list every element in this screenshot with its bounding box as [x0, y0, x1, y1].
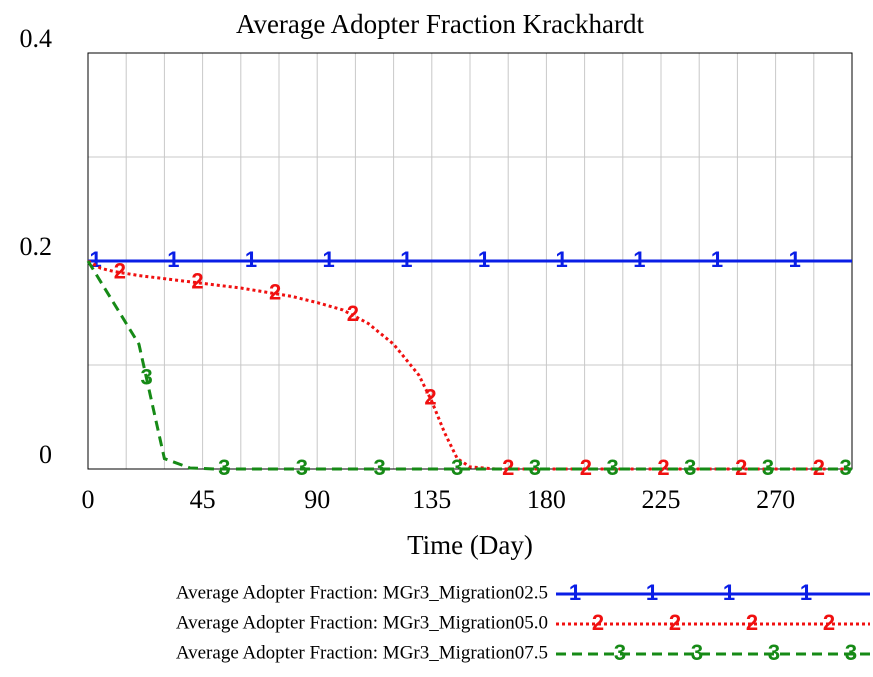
series-marker: 2: [114, 258, 126, 283]
series-marker: 3: [140, 364, 152, 389]
series-marker: 3: [840, 455, 852, 480]
chart-title: Average Adopter Fraction Krackhardt: [236, 9, 645, 39]
series-marker: 2: [813, 455, 825, 480]
x-tick-label: 45: [190, 485, 216, 514]
series-marker: 1: [633, 247, 645, 272]
y-tick-label: 0.2: [20, 232, 53, 261]
series-line: [87, 259, 852, 471]
series-marker: 2: [269, 279, 281, 304]
legend-marker: 2: [746, 610, 758, 635]
series-marker: 3: [684, 455, 696, 480]
series-marker: 1: [556, 247, 568, 272]
series-marker: 3: [218, 455, 230, 480]
series-marker: 2: [580, 455, 592, 480]
series-marker: 1: [478, 247, 490, 272]
legend-marker: 1: [569, 580, 581, 605]
series-marker: 1: [789, 247, 801, 272]
series-marker: 3: [373, 455, 385, 480]
series-marker: 2: [657, 455, 669, 480]
legend-marker: 2: [592, 610, 604, 635]
x-tick-label: 135: [412, 485, 451, 514]
legend-marker: 2: [669, 610, 681, 635]
series-marker: 3: [606, 455, 618, 480]
x-tick-label: 90: [304, 485, 330, 514]
x-tick-label: 0: [82, 485, 95, 514]
legend-marker: 1: [646, 580, 658, 605]
y-tick-label: 0.4: [20, 24, 53, 53]
legend-marker: 3: [768, 640, 780, 665]
series-marker: 1: [400, 247, 412, 272]
legend-marker: 1: [800, 580, 812, 605]
series-marker: 3: [529, 455, 541, 480]
series-marker: 1: [245, 247, 257, 272]
series-marker: 3: [762, 455, 774, 480]
series-line: [86, 260, 852, 471]
series-marker: 2: [424, 385, 436, 410]
legend-marker: 1: [723, 580, 735, 605]
series-marker: 2: [502, 455, 514, 480]
x-tick-label: 270: [756, 485, 795, 514]
x-tick-label: 180: [527, 485, 566, 514]
series-marker: 3: [451, 455, 463, 480]
x-axis-label: Time (Day): [407, 530, 533, 560]
series-marker: 1: [711, 247, 723, 272]
series-marker: 1: [167, 247, 179, 272]
legend-marker: 2: [823, 610, 835, 635]
legend-marker: 3: [845, 640, 857, 665]
legend-marker: 3: [614, 640, 626, 665]
legend-label: Average Adopter Fraction: MGr3_Migration…: [176, 582, 548, 603]
series-marker: 2: [347, 301, 359, 326]
legend-label: Average Adopter Fraction: MGr3_Migration…: [176, 642, 548, 663]
series-marker: 3: [296, 455, 308, 480]
legend-marker: 3: [691, 640, 703, 665]
series-marker: 1: [323, 247, 335, 272]
series-marker: 2: [735, 455, 747, 480]
series-marker: 1: [90, 247, 102, 272]
y-tick-label: 0: [39, 440, 52, 469]
legend-label: Average Adopter Fraction: MGr3_Migration…: [176, 612, 548, 633]
x-tick-label: 225: [642, 485, 681, 514]
series-marker: 2: [191, 269, 203, 294]
